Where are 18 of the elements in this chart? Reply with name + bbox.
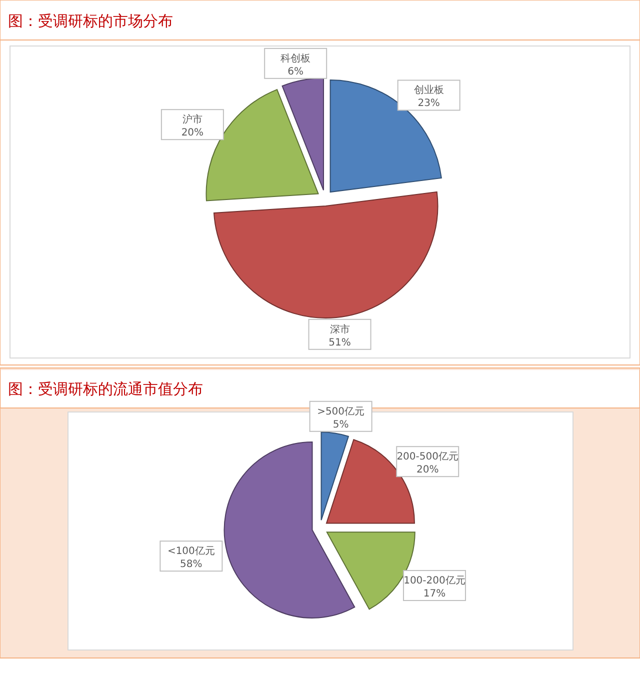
data-label: 20% [416,464,439,476]
slice-label: 100-200亿元 [404,576,466,587]
data-label: 5% [332,419,349,430]
data-label: 6% [288,66,304,78]
slice-label: 沪市 [182,114,202,126]
slice-label: >500亿元 [317,406,365,418]
data-label: 23% [418,98,440,110]
slice-label: 创业板 [414,84,444,96]
slice-label: 深市 [330,323,350,336]
data-label: 17% [423,588,446,600]
chart-title: 图：受调研标的市场分布 [8,12,173,30]
data-label: 20% [181,128,204,139]
chart-title: 图：受调研标的流通市值分布 [8,380,203,398]
data-label: 58% [180,559,202,570]
data-label: 51% [328,337,351,348]
slice-label: 科创板 [280,52,311,64]
slice-label: <100亿元 [167,546,215,558]
slice-label: 200-500亿元 [396,452,458,463]
